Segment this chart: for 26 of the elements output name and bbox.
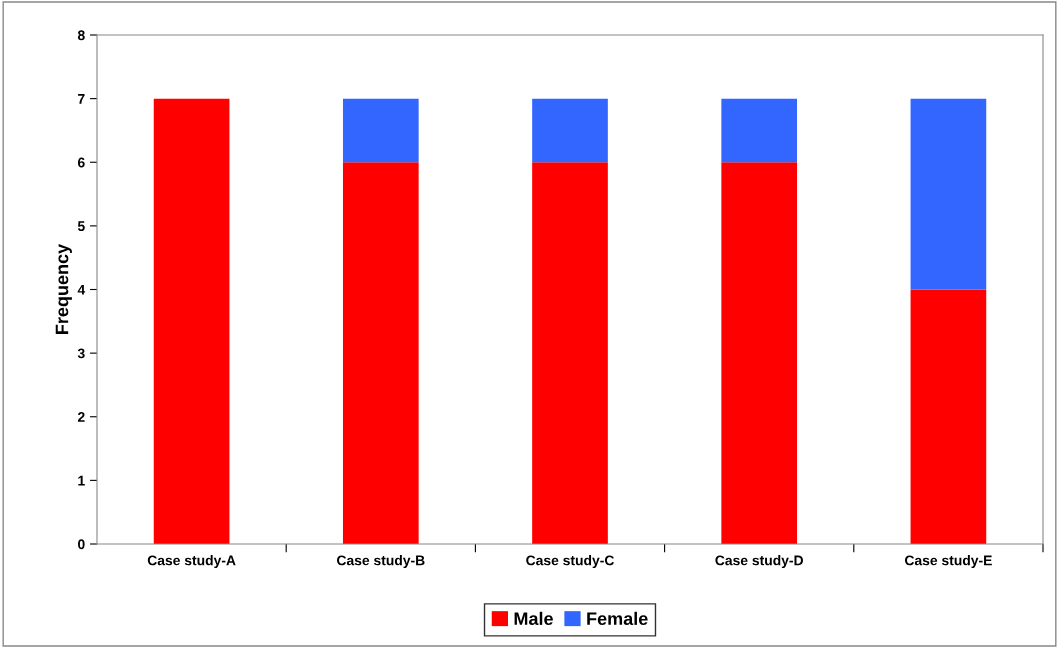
x-tick-label: Case study-D bbox=[715, 555, 803, 569]
x-tick-label: Case study-E bbox=[904, 555, 992, 569]
y-tick-label: 1 bbox=[78, 475, 85, 486]
x-tick-label: Case study-B bbox=[336, 555, 425, 569]
bar bbox=[910, 289, 987, 544]
y-tick-label: 2 bbox=[77, 412, 85, 422]
y-tick-label: 0 bbox=[78, 539, 85, 550]
bar bbox=[342, 162, 419, 544]
bar bbox=[910, 98, 987, 290]
y-tick-label: 8 bbox=[77, 30, 85, 41]
y-tick-label: 3 bbox=[77, 348, 85, 359]
bar bbox=[342, 98, 419, 163]
bar bbox=[721, 162, 798, 544]
bar bbox=[532, 162, 608, 544]
legend-label: Female bbox=[587, 611, 648, 626]
y-tick-label: 5 bbox=[77, 221, 85, 232]
y-tick-label: 7 bbox=[78, 94, 85, 104]
bar bbox=[721, 98, 798, 163]
x-tick-label: Case study-A bbox=[147, 555, 236, 569]
legend-label: Male bbox=[514, 611, 553, 626]
x-tick-label: Case study-C bbox=[526, 555, 614, 569]
bar bbox=[153, 98, 230, 544]
y-tick-label: 4 bbox=[77, 284, 86, 295]
y-axis-title: Frequency bbox=[55, 243, 72, 334]
y-tick-label: 6 bbox=[77, 157, 85, 168]
bar bbox=[532, 98, 608, 163]
